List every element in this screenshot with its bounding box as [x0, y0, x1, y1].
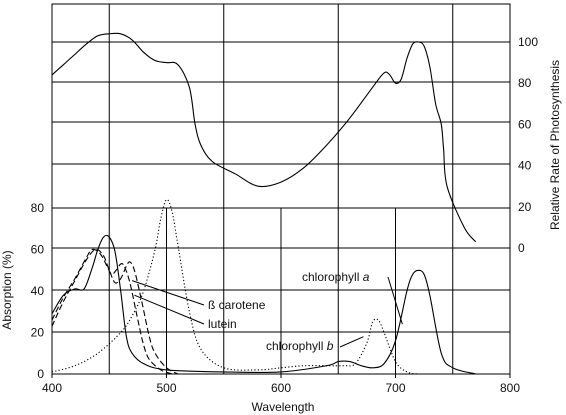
series-layer: [51, 32, 477, 375]
series-lutein: [51, 248, 173, 375]
right-tick-label: 100: [518, 35, 538, 49]
left-tick-label: 80: [31, 201, 45, 215]
right-tick-label: 80: [518, 76, 532, 90]
left-axis-title: Absorption (%): [0, 250, 14, 329]
series-carotene: [51, 248, 179, 375]
left-tick-label: 0: [37, 367, 44, 381]
left-tick-label: 40: [31, 284, 45, 298]
leader-line: [387, 276, 403, 325]
left-tick-label: 20: [31, 326, 45, 340]
x-tick-label: 400: [42, 381, 62, 395]
right-tick-label: 0: [518, 241, 525, 255]
left-tick-label: 60: [31, 243, 45, 257]
x-tick-label: 500: [156, 381, 176, 395]
right-tick-label: 60: [518, 117, 532, 131]
series-relative-rate-of-photosynthesis: [51, 32, 477, 243]
grid: [52, 4, 510, 374]
label-chlorophyll-a: chlorophyll a: [302, 270, 370, 284]
label-beta-carotene: ß carotene: [208, 298, 266, 312]
callout-leaders: [131, 276, 403, 348]
leader-line: [131, 280, 205, 306]
leader-line: [134, 294, 205, 325]
right-tick-label: 20: [518, 200, 532, 214]
x-tick-label: 700: [385, 381, 405, 395]
right-axis-title: Relative Rate of Photosynthesis: [548, 60, 562, 230]
x-tick-label: 600: [271, 381, 291, 395]
label-lutein: lutein: [208, 317, 237, 331]
right-tick-label: 40: [518, 159, 532, 173]
leader-line: [339, 336, 364, 348]
x-axis-title: Wavelength: [252, 400, 315, 414]
series-chlorophyll-b: [51, 199, 419, 375]
label-chlorophyll-b: chlorophyll b: [266, 339, 334, 353]
x-tick-label: 800: [500, 381, 520, 395]
